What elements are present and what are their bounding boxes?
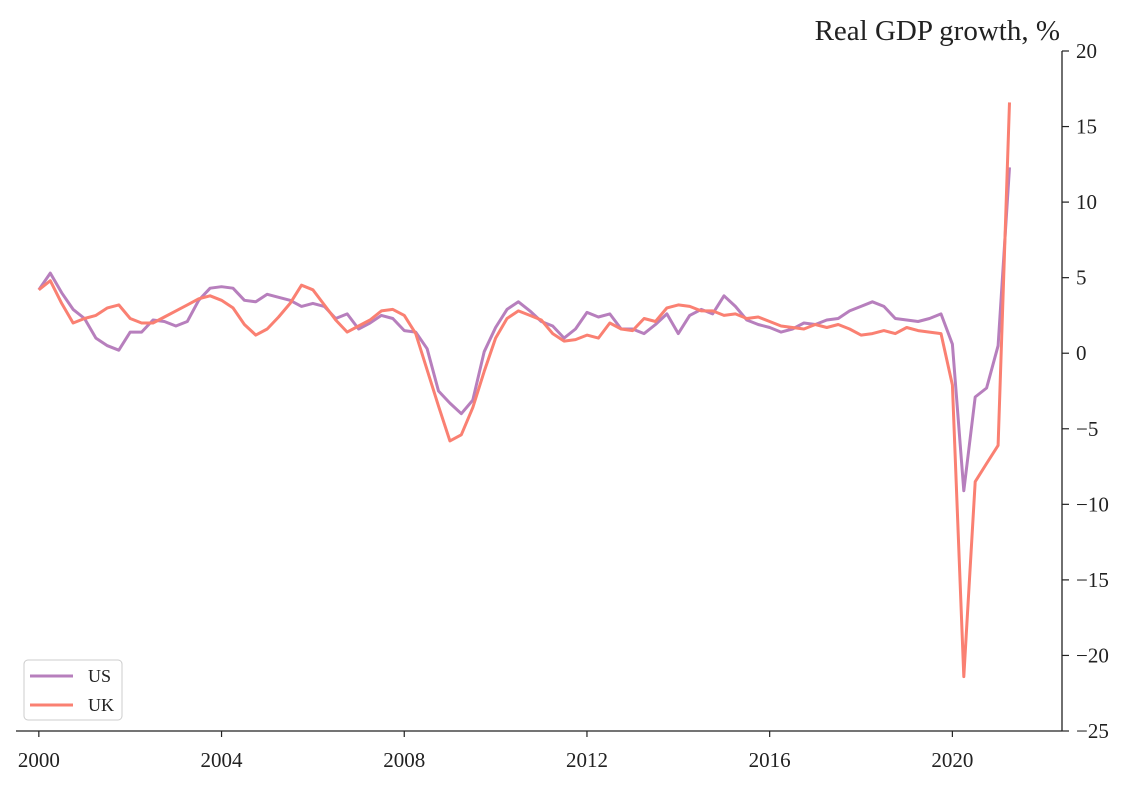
series-line-uk: [37, 102, 1011, 679]
x-tick-label: 2004: [201, 748, 244, 772]
legend-label-uk: UK: [88, 695, 114, 715]
y-tick-label: 5: [1076, 266, 1087, 290]
y-tick-label: −20: [1076, 643, 1109, 667]
y-tick-label: −25: [1076, 719, 1109, 743]
y-tick-label: 15: [1076, 115, 1097, 139]
plot-area: [37, 102, 1011, 679]
x-tick-label: 2016: [749, 748, 791, 772]
y-tick-label: −5: [1076, 417, 1098, 441]
x-tick-label: 2012: [566, 748, 608, 772]
x-axis-ticks: 2000 2004 2008 2012 2016 2020: [18, 731, 973, 772]
y-tick-label: −15: [1076, 568, 1109, 592]
legend: US UK: [23, 659, 123, 721]
x-tick-label: 2000: [18, 748, 60, 772]
x-tick-label: 2008: [383, 748, 425, 772]
legend-label-us: US: [88, 666, 111, 686]
y-axis-ticks: 20 15 10 5 0 −5 −10 −15 −20 −25: [1062, 39, 1109, 743]
series-line-us: [37, 167, 1011, 493]
y-tick-label: 0: [1076, 341, 1087, 365]
y-tick-label: −10: [1076, 492, 1109, 516]
chart-title: Real GDP growth, %: [815, 15, 1060, 47]
y-tick-label: 10: [1076, 190, 1097, 214]
x-tick-label: 2020: [931, 748, 973, 772]
y-tick-label: 20: [1076, 39, 1097, 63]
